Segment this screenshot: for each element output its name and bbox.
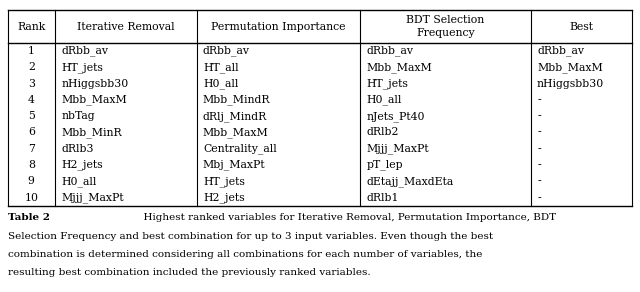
Text: Table 2: Table 2 (8, 213, 50, 222)
Text: Mbb_MaxM: Mbb_MaxM (203, 127, 269, 138)
Text: combination is determined considering all combinations for each number of variab: combination is determined considering al… (8, 250, 482, 259)
Text: Mbb_MinR: Mbb_MinR (61, 127, 122, 138)
Text: Mjjj_MaxPt: Mjjj_MaxPt (61, 192, 124, 203)
Text: Iterative Removal: Iterative Removal (77, 22, 175, 32)
Text: 2: 2 (28, 62, 35, 72)
Text: HT_jets: HT_jets (366, 78, 408, 89)
Text: Centrality_all: Centrality_all (203, 143, 276, 154)
Text: dRlb3: dRlb3 (61, 144, 94, 154)
Text: -: - (537, 128, 541, 138)
Text: -: - (537, 111, 541, 121)
Text: 8: 8 (28, 160, 35, 170)
Text: nJets_Pt40: nJets_Pt40 (366, 111, 425, 121)
Text: Mbb_MaxM: Mbb_MaxM (537, 62, 603, 73)
Text: dRlb1: dRlb1 (366, 193, 399, 203)
Text: 5: 5 (28, 111, 35, 121)
Text: dRbb_av: dRbb_av (366, 46, 413, 56)
Text: -: - (537, 193, 541, 203)
Text: -: - (537, 160, 541, 170)
Text: 10: 10 (24, 193, 38, 203)
Text: pT_lep: pT_lep (366, 160, 403, 171)
Text: dRbb_av: dRbb_av (203, 46, 250, 56)
Text: -: - (537, 176, 541, 186)
Text: dRbb_av: dRbb_av (61, 46, 108, 56)
Text: HT_jets: HT_jets (61, 62, 103, 73)
Text: dRlj_MindR: dRlj_MindR (203, 111, 267, 121)
Text: Rank: Rank (17, 22, 45, 32)
Text: nHiggsbb30: nHiggsbb30 (61, 79, 129, 88)
Text: 4: 4 (28, 95, 35, 105)
Text: -: - (537, 144, 541, 154)
Text: Selection Frequency and best combination for up to 3 input variables. Even thoug: Selection Frequency and best combination… (8, 232, 493, 241)
Text: H0_all: H0_all (61, 176, 97, 187)
Text: 9: 9 (28, 176, 35, 186)
Text: 6: 6 (28, 128, 35, 138)
Text: 7: 7 (28, 144, 35, 154)
Text: Mbb_MaxM: Mbb_MaxM (366, 62, 432, 73)
Text: Mbj_MaxPt: Mbj_MaxPt (203, 160, 266, 171)
Text: -: - (537, 95, 541, 105)
Text: 3: 3 (28, 79, 35, 88)
Text: 1: 1 (28, 46, 35, 56)
Text: Mbb_MindR: Mbb_MindR (203, 95, 271, 105)
Text: nbTag: nbTag (61, 111, 95, 121)
Text: Mjjj_MaxPt: Mjjj_MaxPt (366, 143, 429, 154)
Text: dEtajj_MaxdEta: dEtajj_MaxdEta (366, 176, 454, 187)
Text: Highest ranked variables for Iterative Removal, Permutation Importance, BDT: Highest ranked variables for Iterative R… (137, 213, 556, 222)
Text: H2_jets: H2_jets (61, 160, 103, 171)
Text: Permutation Importance: Permutation Importance (211, 22, 346, 32)
Text: nHiggsbb30: nHiggsbb30 (537, 79, 604, 88)
Text: H2_jets: H2_jets (203, 192, 244, 203)
Text: Mbb_MaxM: Mbb_MaxM (61, 95, 127, 105)
Text: HT_jets: HT_jets (203, 176, 244, 187)
Text: BDT Selection
Frequency: BDT Selection Frequency (406, 15, 484, 38)
Text: dRbb_av: dRbb_av (537, 46, 584, 56)
Text: H0_all: H0_all (203, 78, 238, 89)
Text: HT_all: HT_all (203, 62, 239, 73)
Text: dRlb2: dRlb2 (366, 128, 399, 138)
Text: resulting best combination included the previously ranked variables.: resulting best combination included the … (8, 268, 371, 277)
Text: Best: Best (570, 22, 593, 32)
Text: H0_all: H0_all (366, 95, 402, 105)
